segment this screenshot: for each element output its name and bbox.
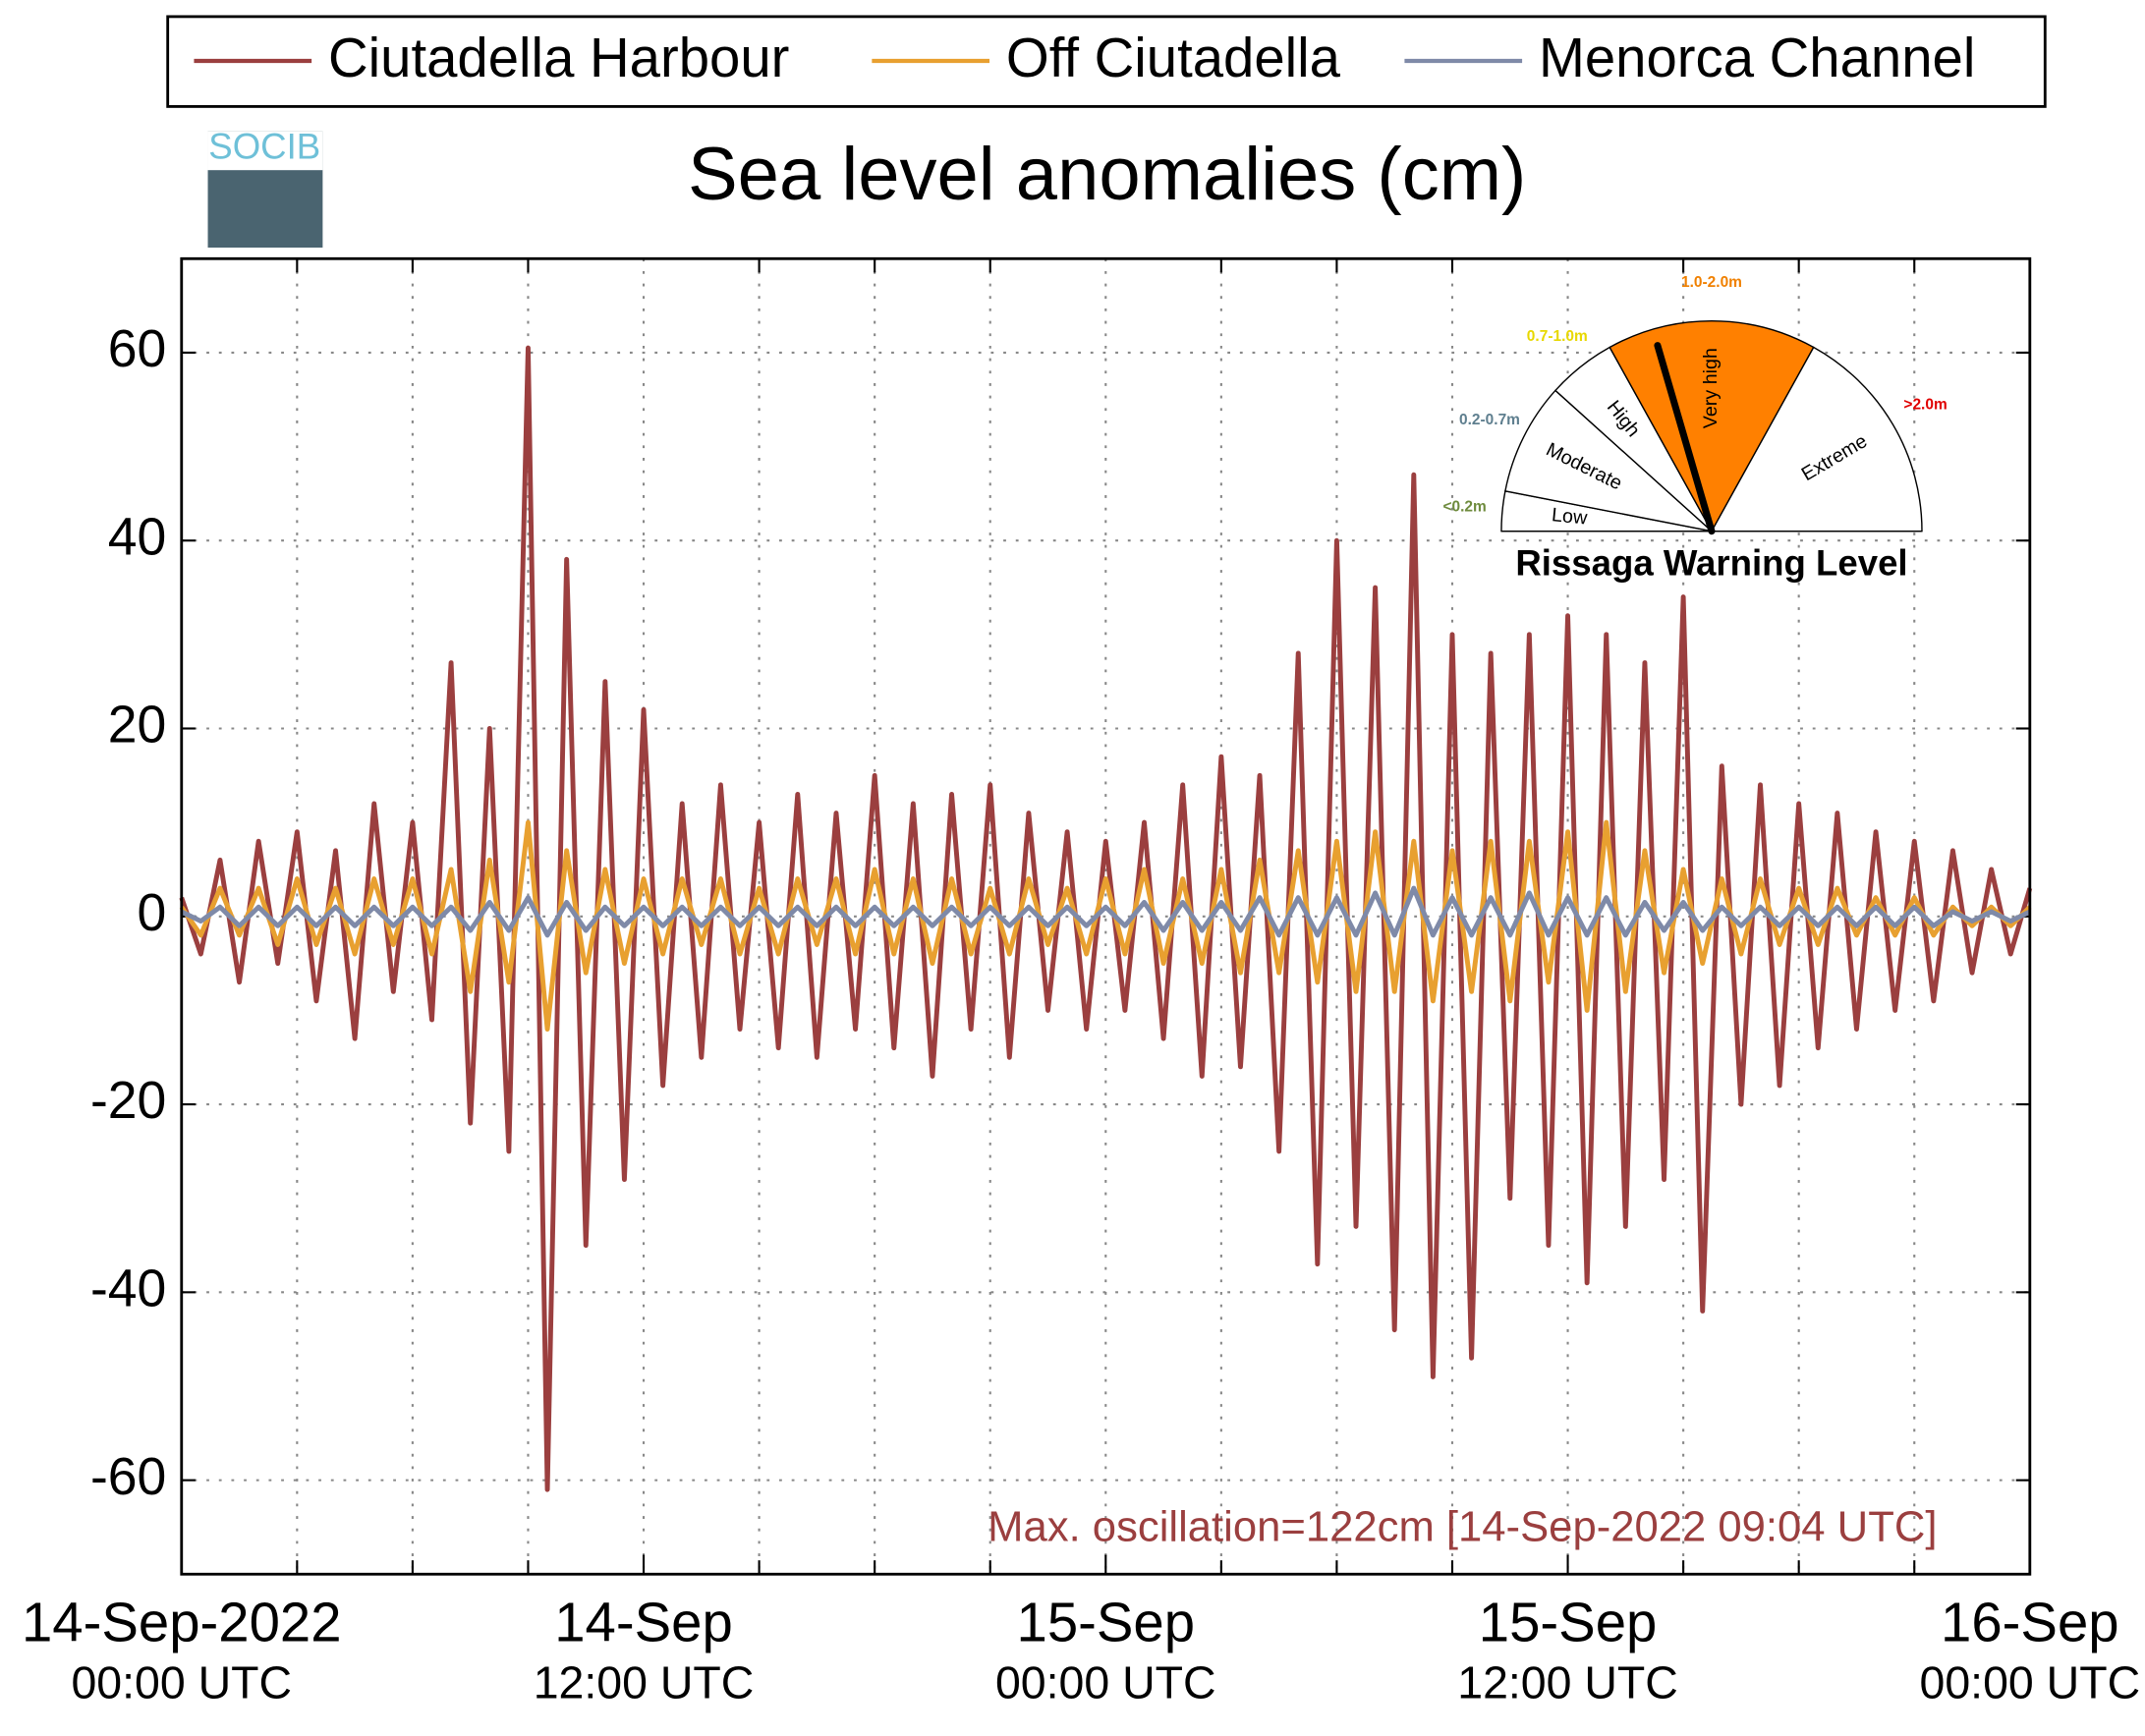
- gauge-range-label: <0.2m: [1442, 499, 1486, 516]
- y-tick-label: 60: [108, 320, 167, 378]
- y-tick-label: -40: [90, 1260, 166, 1317]
- legend-box: [166, 15, 2047, 108]
- x-tick-label: 15-Sep: [1017, 1592, 1196, 1653]
- logo-top: [207, 131, 323, 171]
- x-tick-label: 15-Sep: [1479, 1592, 1658, 1653]
- y-tick-label: -20: [90, 1072, 166, 1130]
- y-tick-label: 40: [108, 508, 167, 566]
- gauge-title: Rissaga Warning Level: [1515, 543, 1907, 584]
- annotation: Max. oscillation=122cm [14-Sep-2022 09:0…: [988, 1503, 1937, 1551]
- legend-label: Menorca Channel: [1539, 27, 1975, 88]
- gauge-range-label: 1.0-2.0m: [1681, 274, 1742, 291]
- series-line: [179, 819, 2032, 1033]
- x-tick-sublabel: 12:00 UTC: [534, 1657, 755, 1708]
- gauge-range-label: 0.2-0.7m: [1459, 412, 1520, 428]
- gauge-sector: [1609, 319, 1815, 533]
- x-tick-sublabel: 00:00 UTC: [1920, 1657, 2141, 1708]
- legend-label: Ciutadella Harbour: [328, 27, 789, 88]
- series-line: [180, 885, 2031, 938]
- gauge-needle: [1654, 342, 1716, 535]
- x-tick-sublabel: 00:00 UTC: [71, 1657, 292, 1708]
- chart-title: Sea level anomalies (cm): [688, 133, 1526, 216]
- x-tick-sublabel: 00:00 UTC: [995, 1657, 1216, 1708]
- gauge-level-label: Low: [1551, 504, 1589, 529]
- x-tick-label: 14-Sep-2022: [22, 1592, 342, 1653]
- gauge-sector: [1504, 389, 1715, 532]
- y-tick-label: 0: [138, 884, 167, 942]
- plot-frame: [180, 256, 2032, 1576]
- series-line: [179, 345, 2033, 1492]
- gauge-sector: [1710, 346, 1923, 532]
- x-tick-label: 14-Sep: [554, 1592, 733, 1653]
- gauge-level-label: Very high: [1700, 348, 1722, 428]
- gauge-range-label: 0.7-1.0m: [1527, 328, 1588, 345]
- y-tick-label: 20: [108, 697, 167, 755]
- logo-text: SOCIB: [208, 127, 320, 167]
- legend-label: Off Ciutadella: [1006, 27, 1341, 88]
- x-tick-sublabel: 12:00 UTC: [1457, 1657, 1678, 1708]
- gauge-range-label: >2.0m: [1903, 397, 1947, 414]
- x-tick-label: 16-Sep: [1941, 1592, 2119, 1653]
- y-tick-label: -60: [90, 1448, 166, 1506]
